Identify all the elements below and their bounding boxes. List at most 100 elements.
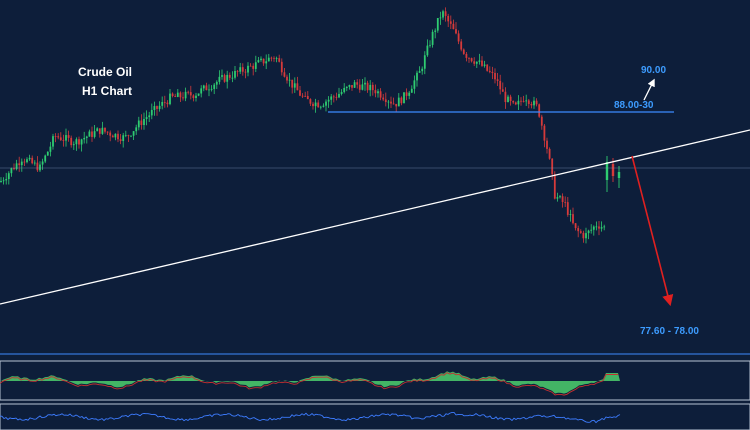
candle — [566, 197, 569, 217]
candle — [57, 133, 60, 140]
candle — [140, 114, 143, 130]
candle — [273, 56, 275, 62]
chart-title-line-2: H1 Chart — [82, 84, 132, 98]
candle — [418, 66, 421, 73]
candle — [7, 171, 10, 185]
candle — [249, 63, 252, 67]
candle — [5, 172, 8, 185]
candle — [564, 196, 567, 207]
candle — [421, 66, 424, 75]
candle — [343, 83, 346, 94]
candle — [481, 56, 483, 67]
candle — [520, 97, 522, 106]
candle — [254, 55, 257, 73]
candle — [184, 87, 187, 102]
candle — [114, 133, 117, 141]
candle — [36, 156, 39, 173]
candle — [314, 98, 317, 113]
candle — [150, 103, 153, 120]
candle — [475, 61, 478, 69]
candle — [67, 130, 70, 142]
candle — [223, 73, 226, 83]
candle — [436, 18, 439, 33]
candle — [517, 95, 520, 110]
candle — [119, 133, 122, 145]
candle — [447, 13, 450, 28]
target-up-arrow — [643, 78, 655, 101]
candle — [54, 133, 57, 143]
candle — [317, 100, 320, 108]
target-label-77: 77.60 - 78.00 — [640, 326, 699, 337]
candle — [358, 79, 361, 93]
candle — [556, 192, 559, 202]
candle — [514, 101, 517, 106]
candle — [299, 85, 301, 97]
candle — [457, 30, 460, 45]
candle — [163, 95, 166, 108]
candle — [338, 87, 340, 99]
candle — [455, 22, 457, 35]
candle — [533, 96, 535, 109]
candle — [130, 135, 132, 138]
candle — [195, 92, 197, 102]
trendline — [0, 129, 750, 305]
target-label-90: 90.00 — [641, 65, 666, 76]
candle — [241, 63, 244, 76]
candle — [26, 157, 28, 164]
candle — [462, 48, 465, 55]
candle — [280, 58, 283, 76]
candle — [288, 73, 291, 87]
candle — [527, 98, 530, 109]
candle — [348, 84, 351, 90]
candle — [301, 93, 304, 99]
candle — [577, 225, 580, 238]
candle — [330, 93, 333, 105]
candle — [322, 103, 325, 108]
candle — [39, 161, 41, 172]
candle — [192, 94, 195, 102]
candle — [325, 99, 327, 112]
candle — [286, 74, 288, 84]
candle — [218, 70, 221, 85]
candle — [244, 68, 247, 79]
candle — [143, 112, 145, 130]
candle — [46, 151, 49, 156]
candle — [460, 38, 463, 52]
candle — [535, 98, 538, 107]
oscillator-panel — [0, 360, 750, 401]
candle — [509, 94, 512, 106]
candle — [486, 64, 489, 72]
candle — [504, 87, 507, 109]
candle — [332, 94, 335, 103]
candle — [96, 127, 99, 132]
candle — [174, 93, 177, 98]
candle — [145, 110, 148, 126]
candle — [366, 80, 369, 93]
candle — [603, 224, 606, 231]
candle — [400, 96, 403, 106]
candle — [410, 85, 413, 93]
candle — [161, 96, 164, 110]
candle — [548, 147, 551, 160]
candle — [239, 62, 242, 75]
target-down-arrow — [631, 155, 674, 307]
candle — [309, 98, 312, 107]
candle — [85, 135, 88, 144]
candle — [293, 77, 296, 93]
candle — [127, 134, 130, 143]
candle — [488, 66, 491, 74]
candle — [353, 79, 356, 88]
candle — [364, 77, 366, 91]
candle — [135, 124, 138, 135]
candle — [543, 124, 546, 148]
candle — [91, 126, 93, 142]
candle — [236, 70, 239, 77]
candle — [156, 105, 158, 116]
candle — [179, 91, 182, 102]
candle — [522, 95, 525, 103]
candle — [124, 130, 127, 138]
candle — [319, 105, 322, 110]
candle — [104, 127, 106, 134]
candle — [403, 92, 405, 104]
